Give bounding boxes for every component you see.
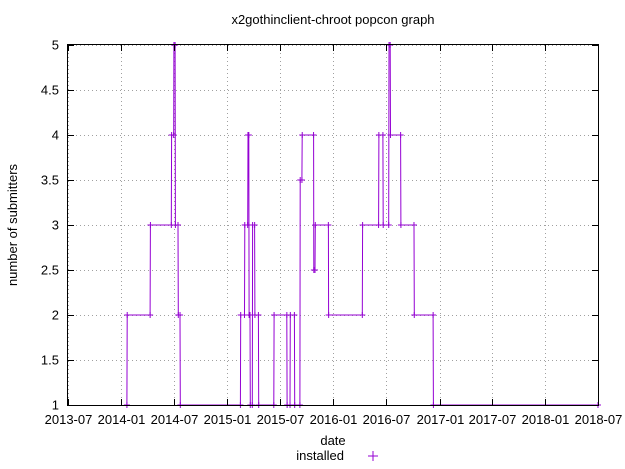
data-point <box>430 312 437 318</box>
data-point <box>271 312 278 318</box>
data-point <box>359 222 366 228</box>
y-tick-label: 3.5 <box>41 173 59 188</box>
x-tick-label: 2017-07 <box>469 412 517 427</box>
data-point <box>255 312 262 318</box>
x-tick-label: 2015-01 <box>204 412 252 427</box>
x-tick-label: 2018-07 <box>575 412 623 427</box>
data-point <box>359 312 366 318</box>
x-tick-label: 2018-01 <box>522 412 570 427</box>
y-tick-label: 4.5 <box>41 83 59 98</box>
y-tick-label: 2.5 <box>41 263 59 278</box>
data-point <box>385 222 392 228</box>
data-point <box>147 312 154 318</box>
chart-title: x2gothinclient-chroot popcon graph <box>231 12 434 27</box>
data-point <box>245 132 252 138</box>
y-tick-label: 1 <box>52 398 59 413</box>
y-tick-label: 4 <box>52 128 59 143</box>
data-point <box>175 222 182 228</box>
y-tick-label: 1.5 <box>41 353 59 368</box>
data-point <box>397 222 404 228</box>
data-point <box>310 132 317 138</box>
data-point <box>170 132 177 138</box>
x-tick-label: 2016-01 <box>310 412 358 427</box>
data-point <box>291 312 298 318</box>
legend-label-installed: installed <box>296 448 344 463</box>
x-tick-label: 2017-01 <box>417 412 465 427</box>
data-point <box>379 132 386 138</box>
x-tick-label: 2013-07 <box>45 412 93 427</box>
x-axis-label: date <box>320 433 345 448</box>
x-tick-label: 2014-07 <box>151 412 199 427</box>
legend: installed <box>296 448 378 463</box>
data-point <box>251 222 258 228</box>
data-point <box>387 132 394 138</box>
data-point <box>325 312 332 318</box>
data-point <box>298 177 305 183</box>
x-tick-label: 2016-07 <box>363 412 411 427</box>
data-point <box>177 312 184 318</box>
y-tick-label: 3 <box>52 218 59 233</box>
series-layer <box>123 42 601 408</box>
x-tick-label: 2015-07 <box>257 412 305 427</box>
data-point <box>312 267 319 273</box>
data-point <box>124 312 131 318</box>
y-tick-label: 2 <box>52 308 59 323</box>
x-tick-label: 2014-01 <box>98 412 146 427</box>
y-axis-label: number of submitters <box>5 163 20 286</box>
data-point <box>147 222 154 228</box>
y-tick-label: 5 <box>52 38 59 53</box>
data-point <box>380 222 387 228</box>
tick-layer: 1 1.5 2 2.5 3 3.5 4 4.5 5 2013-07 2014-01 2014-07 20… <box>41 38 622 428</box>
plot-frame <box>67 44 599 406</box>
data-point <box>312 222 319 228</box>
data-point <box>411 312 418 318</box>
data-point <box>299 132 306 138</box>
data-point <box>410 222 417 228</box>
data-point <box>397 132 404 138</box>
data-point <box>325 222 332 228</box>
